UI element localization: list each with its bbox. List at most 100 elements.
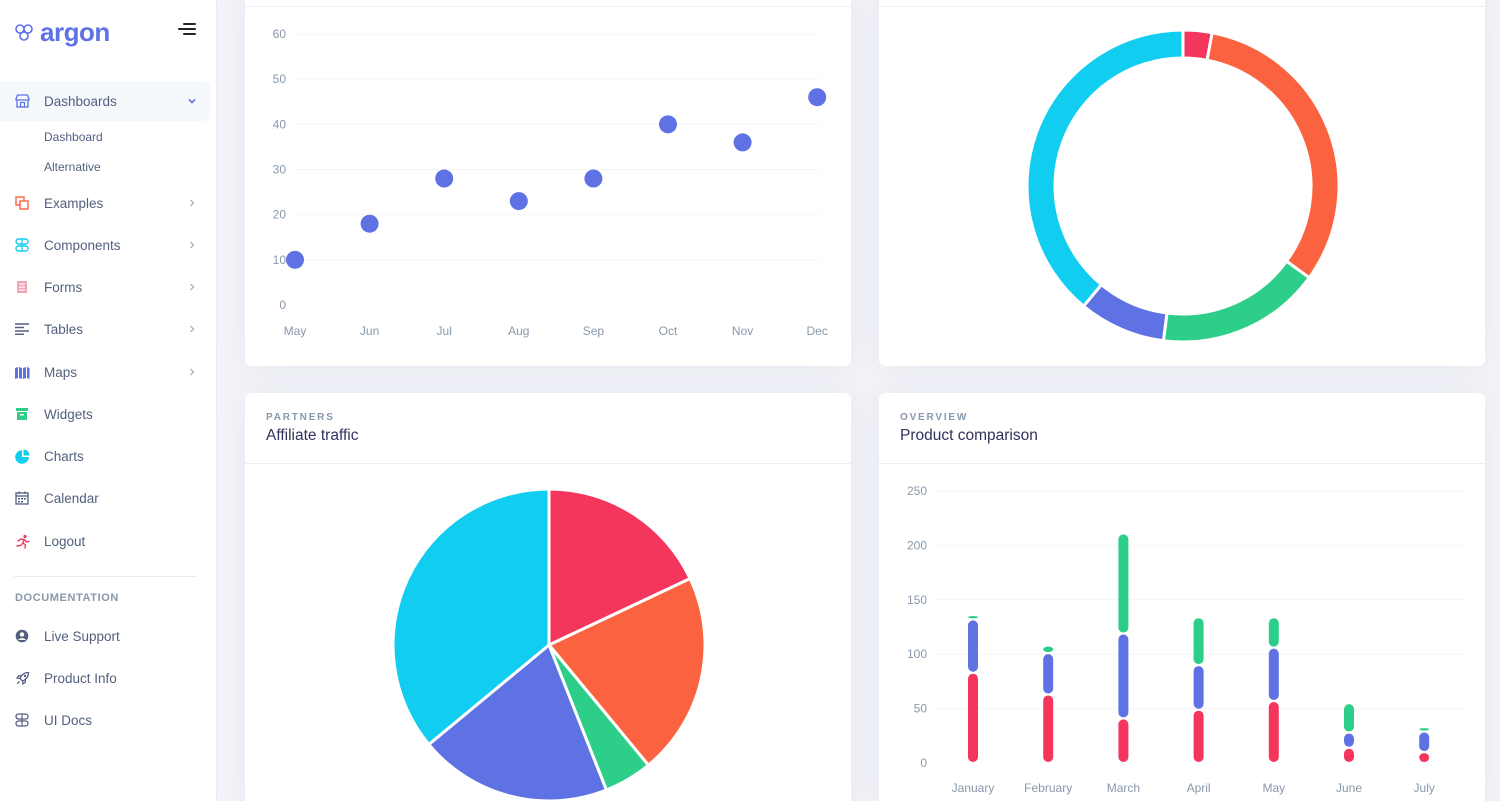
card-header: OVERVIEW Product comparison bbox=[879, 393, 1485, 464]
pie-chart-icon bbox=[14, 448, 30, 464]
bar-segment bbox=[1118, 634, 1129, 718]
bar-segment bbox=[968, 616, 978, 619]
y-tick-label: 50 bbox=[914, 702, 928, 716]
y-tick-label: 200 bbox=[907, 538, 927, 552]
sidebar-item-forms[interactable]: Forms bbox=[0, 267, 210, 307]
brand-name: argon bbox=[40, 17, 110, 47]
sidebar-item-label: Widgets bbox=[44, 406, 93, 422]
x-tick-label: February bbox=[1024, 781, 1072, 795]
scatter-point bbox=[733, 133, 752, 152]
card-title: Product comparison bbox=[900, 427, 1038, 444]
sidebar-divider bbox=[14, 576, 196, 577]
sidebar-item-logout[interactable]: Logout bbox=[0, 521, 210, 561]
bar-segment bbox=[1193, 618, 1204, 665]
y-tick-label: 50 bbox=[273, 72, 287, 86]
sidebar-item-label: Examples bbox=[44, 195, 104, 211]
bar-segment bbox=[1419, 732, 1430, 752]
pie-slice bbox=[1025, 28, 1185, 309]
bar-segment bbox=[1419, 753, 1430, 762]
sidebar-item-live-support[interactable]: Live Support bbox=[0, 616, 210, 656]
bar-segment bbox=[968, 620, 978, 672]
shop-icon bbox=[14, 93, 30, 109]
scatter-point bbox=[286, 250, 304, 269]
scatter-point bbox=[360, 214, 379, 233]
sidebar-item-components[interactable]: Components bbox=[0, 225, 210, 265]
bar-segment bbox=[1043, 695, 1054, 762]
x-tick-label: March bbox=[1107, 781, 1140, 795]
bar-segment bbox=[1118, 719, 1129, 762]
bar-segment bbox=[968, 673, 978, 762]
x-tick-label: July bbox=[1414, 781, 1435, 795]
sidebar-item-ui-docs[interactable]: UI Docs bbox=[0, 700, 210, 740]
bar-segment bbox=[1419, 728, 1430, 731]
scatter-point bbox=[435, 169, 454, 188]
x-tick-label: May bbox=[284, 324, 307, 338]
pie-slice bbox=[1205, 31, 1341, 280]
card-overline: OVERVIEW bbox=[900, 412, 969, 423]
pie-slice bbox=[391, 487, 551, 747]
scatter-point bbox=[509, 192, 528, 211]
sidenav-toggler-icon[interactable] bbox=[178, 23, 196, 37]
sidebar-item-label: Product Info bbox=[44, 670, 117, 686]
y-tick-label: 0 bbox=[920, 756, 927, 770]
bar-segment bbox=[1043, 646, 1054, 653]
bar-segment bbox=[1344, 733, 1354, 747]
bar-segment bbox=[1344, 748, 1354, 762]
y-tick-label: 30 bbox=[273, 163, 287, 177]
x-tick-label: Aug bbox=[508, 324, 529, 338]
card-title: Affiliate traffic bbox=[266, 427, 359, 444]
bar-segment bbox=[1193, 666, 1204, 709]
sidebar-item-calendar[interactable]: Calendar bbox=[0, 478, 210, 518]
y-tick-label: 100 bbox=[907, 647, 927, 661]
y-tick-label: 20 bbox=[273, 208, 287, 222]
scatter-point bbox=[659, 115, 677, 134]
y-tick-label: 150 bbox=[907, 593, 927, 607]
x-tick-label: Dec bbox=[807, 324, 828, 338]
sidebar-item-maps[interactable]: Maps bbox=[0, 352, 210, 392]
align-left-icon bbox=[14, 321, 30, 337]
x-tick-label: Jun bbox=[360, 324, 379, 338]
chevron-right-icon bbox=[187, 282, 197, 292]
argon-logo-icon bbox=[15, 24, 33, 41]
card-overline: PARTNERS bbox=[266, 412, 335, 423]
sidebar-subitem-dashboard[interactable]: Dashboard bbox=[44, 130, 103, 144]
archive-icon bbox=[14, 406, 30, 422]
doughnut-chart-card bbox=[879, 0, 1485, 366]
y-tick-label: 250 bbox=[907, 484, 927, 498]
doughnut-chart bbox=[1025, 28, 1341, 344]
chevron-right-icon bbox=[187, 324, 197, 334]
scatter-chart-card: 0 10 20 30 40 50 60 May Jun Jul Aug Sep Oct Nov Dec bbox=[245, 0, 851, 366]
chevron-right-icon bbox=[187, 240, 197, 250]
sidebar-item-charts[interactable]: Charts bbox=[0, 436, 210, 476]
x-tick-label: January bbox=[952, 781, 995, 795]
sidebar: argon Dashboards Dashboard Alternative E… bbox=[0, 0, 217, 801]
x-tick-label: Oct bbox=[659, 324, 678, 338]
pie-slice bbox=[546, 576, 707, 768]
card-header bbox=[879, 0, 1485, 7]
calendar-icon bbox=[14, 490, 30, 506]
bar-segment bbox=[1268, 618, 1279, 647]
scatter-chart: 0 10 20 30 40 50 60 May Jun Jul Aug Sep Oct Nov Dec bbox=[273, 27, 828, 338]
sidebar-item-product-info[interactable]: Product Info bbox=[0, 658, 210, 698]
sidebar-subitem-alternative[interactable]: Alternative bbox=[44, 160, 101, 174]
sidebar-item-tables[interactable]: Tables bbox=[0, 309, 210, 349]
bar-segment bbox=[1118, 534, 1129, 633]
product-comparison-card: OVERVIEW Product comparison 0 50 100 150 200… bbox=[879, 393, 1485, 801]
x-tick-label: Nov bbox=[732, 324, 753, 338]
brand-logo[interactable]: argon bbox=[14, 18, 110, 46]
pie-slice bbox=[1161, 259, 1312, 344]
ungroup-icon bbox=[14, 195, 30, 211]
sidebar-item-widgets[interactable]: Widgets bbox=[0, 394, 210, 434]
y-tick-label: 10 bbox=[273, 253, 287, 267]
chevron-right-icon bbox=[187, 198, 197, 208]
sidebar-item-examples[interactable]: Examples bbox=[0, 183, 210, 223]
x-tick-label: April bbox=[1187, 781, 1211, 795]
sidebar-item-label: Maps bbox=[44, 364, 78, 380]
bar-segment bbox=[1043, 654, 1054, 694]
sidebar-item-dashboards[interactable]: Dashboards bbox=[0, 81, 210, 121]
chevron-down-icon bbox=[187, 96, 197, 106]
scatter-point bbox=[584, 169, 603, 188]
sidebar-item-label: Components bbox=[44, 237, 121, 253]
card-header: PARTNERS Affiliate traffic bbox=[245, 393, 851, 464]
sidebar-item-label: Live Support bbox=[44, 628, 120, 644]
